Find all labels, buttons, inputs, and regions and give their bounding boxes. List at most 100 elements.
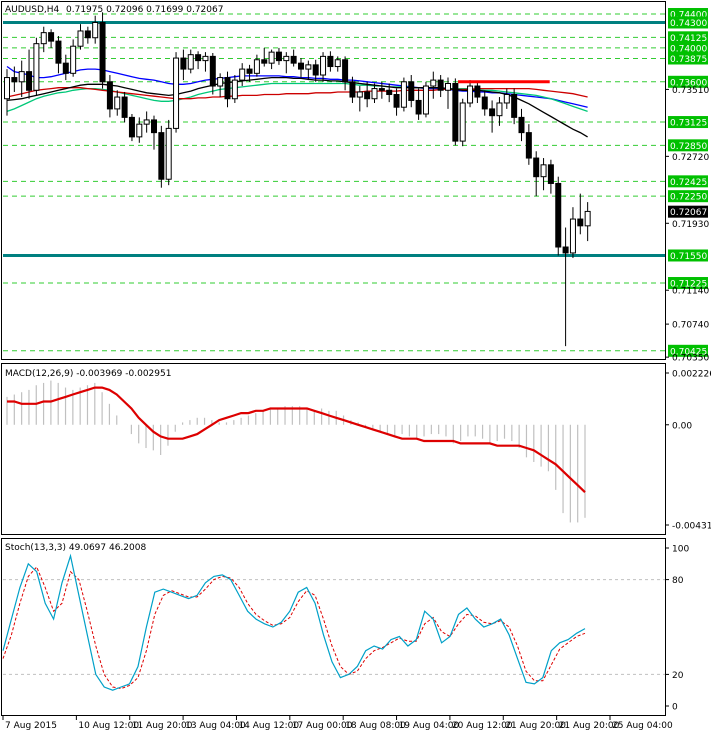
candle-body — [569, 218, 576, 254]
candle — [356, 86, 363, 112]
candle — [180, 49, 187, 81]
macd-histogram — [6, 380, 586, 523]
price-label-tag — [668, 249, 708, 262]
candle-body — [408, 81, 415, 101]
candle — [18, 60, 25, 98]
candle-body — [195, 54, 202, 62]
candle — [40, 26, 47, 53]
candle-body — [84, 30, 91, 39]
time-label: 18 Aug 08:00 — [345, 721, 406, 731]
candle-body — [173, 57, 180, 129]
candle-body — [187, 54, 194, 70]
candle-body — [305, 64, 312, 70]
stoch-axis-label: 100 — [672, 545, 689, 555]
candle — [268, 49, 275, 70]
candle — [106, 75, 113, 118]
price-label-tag — [668, 205, 708, 218]
stoch-axis-label: 0 — [672, 703, 678, 713]
candle-body — [151, 119, 157, 134]
candle-body — [209, 55, 216, 87]
stoch-pane-frame — [1, 538, 666, 716]
price-label: 0.70740 — [672, 321, 709, 331]
candle-body — [55, 40, 62, 64]
candle — [70, 39, 77, 77]
candle-body — [77, 30, 84, 47]
candle — [334, 56, 341, 72]
candle — [77, 24, 84, 50]
candle — [165, 119, 172, 186]
macd-axis-label: 0.00 — [672, 421, 692, 431]
candle-body — [525, 132, 532, 159]
macd-signal-polyline — [7, 386, 586, 493]
price-label: 0.72850 — [670, 142, 707, 152]
candle-body — [496, 102, 503, 117]
candle — [393, 88, 400, 116]
candle — [298, 58, 304, 78]
price-label: 0.70350 — [672, 354, 709, 364]
candle — [33, 37, 40, 96]
price-label: 0.72067 — [670, 208, 707, 218]
candle — [151, 115, 157, 150]
candle — [121, 91, 128, 123]
candle-body — [415, 99, 422, 115]
candle-body — [533, 157, 540, 178]
candle — [555, 176, 562, 256]
candle — [415, 88, 422, 120]
candle-body — [393, 94, 400, 108]
candle-body — [26, 71, 33, 91]
price-label: 0.73125 — [670, 119, 707, 129]
candle-body — [378, 88, 385, 91]
candle — [202, 52, 209, 72]
stoch-title: Stoch(13,3,3) 49.0697 46.2008 — [5, 543, 146, 553]
candle-body — [70, 45, 77, 74]
candle — [503, 88, 510, 109]
macd-signal-line — [7, 386, 586, 493]
macd-axis-label: 0.002226 — [672, 370, 711, 380]
macd-axis-label: -0.00431 — [672, 522, 711, 532]
price-label-tag — [668, 41, 708, 54]
price-label-tag — [668, 277, 708, 290]
candle-body — [180, 57, 187, 70]
candle — [305, 60, 312, 81]
moving-average-line — [6, 87, 588, 100]
candle-body — [555, 182, 562, 248]
price-label: 0.71225 — [670, 280, 707, 290]
time-label: 19 Aug 04:00 — [399, 721, 460, 731]
candle — [209, 52, 216, 95]
candle — [569, 207, 576, 259]
candle — [143, 111, 150, 133]
price-label-tag — [668, 139, 708, 152]
candle-body — [540, 164, 547, 178]
candle — [467, 80, 474, 108]
price-label: 0.74000 — [670, 44, 707, 54]
price-label-tag — [668, 190, 708, 203]
candle — [452, 78, 459, 146]
candle-body — [349, 81, 356, 98]
candle-body — [99, 21, 106, 83]
price-label-tag — [668, 16, 708, 29]
candle — [518, 108, 525, 142]
candle-body — [518, 116, 525, 134]
stoch-axis: 100 80 20 0 — [665, 545, 689, 713]
stoch-levels — [3, 579, 665, 675]
stoch-axis-label: 80 — [672, 576, 684, 586]
time-label: 7 Aug 2015 — [5, 721, 57, 731]
candle — [92, 15, 99, 44]
candle — [400, 77, 407, 112]
candle — [136, 117, 143, 143]
candle-body — [246, 68, 253, 74]
price-label: 0.70425 — [670, 347, 707, 357]
candle — [342, 56, 349, 91]
candle — [11, 66, 18, 92]
candle-body — [239, 68, 246, 81]
candle — [422, 81, 429, 118]
candle-body — [474, 85, 481, 98]
candle-body — [577, 218, 584, 227]
candle — [62, 54, 69, 81]
candle — [459, 98, 466, 147]
candle — [114, 90, 121, 116]
price-pane-frame — [1, 1, 666, 360]
candle-body — [158, 132, 165, 180]
